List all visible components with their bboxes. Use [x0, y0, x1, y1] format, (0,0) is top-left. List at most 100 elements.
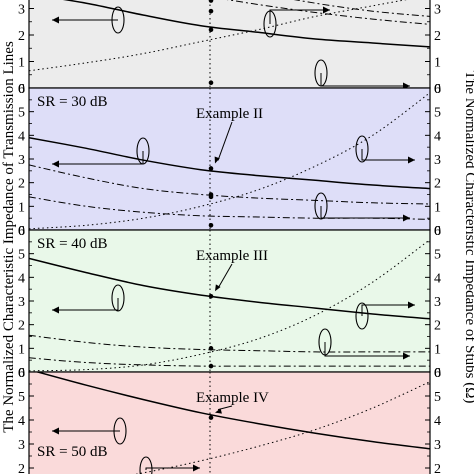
marker-ellipse: [355, 302, 369, 330]
y-tick-label-left: 6: [18, 366, 25, 381]
y-tick-label-right: 4: [434, 414, 441, 429]
example-pointer-head: [215, 284, 221, 292]
y-tick-label-right: 5: [434, 248, 441, 263]
y-tick-label-right: 2: [434, 177, 441, 192]
panel-2: 0 0 1 1 2 2 3 3 4 4 5 5 6 6 SR = 30 dB Example II: [18, 82, 441, 239]
y-tick-label-left: 4: [18, 271, 25, 286]
y-tick-label-right: 3: [434, 295, 441, 310]
marker-arrow-head: [403, 214, 410, 222]
panel-1: 0 0 1 1 2 2 3 3: [18, 0, 441, 97]
marker-arrow-line: [361, 149, 415, 161]
marker-arrow-line: [52, 151, 144, 165]
y-tick-label-left: 6: [18, 224, 25, 239]
series-dashdot-line-1: [29, 164, 430, 205]
y-tick-label-right: 1: [434, 56, 441, 71]
y-tick-label-right: 2: [434, 29, 441, 44]
panel-curves: [34, 372, 430, 474]
marker-arrow-line: [269, 9, 330, 24]
y-tick-label-left: 5: [18, 106, 25, 121]
marker-arrow-head: [52, 160, 59, 168]
sr-label: SR = 30 dB: [37, 94, 108, 110]
marker-arrow-head: [52, 306, 59, 314]
y-tick-label-left: 1: [18, 200, 25, 215]
curve-marker: [355, 135, 415, 164]
y-tick-label-left: 5: [18, 248, 25, 263]
example-label: Example III: [196, 248, 268, 264]
marker-arrow-head: [52, 16, 59, 24]
example-pointer-head: [215, 408, 222, 414]
series-dotted-line: [29, 239, 430, 372]
series-dashdot-line-2: [29, 357, 430, 367]
example-dot: [208, 0, 214, 3]
example-label: Example II: [196, 106, 263, 122]
marker-ellipse: [314, 192, 328, 220]
y-tick-label-left: 0: [18, 224, 25, 239]
y-tick-label-right: 4: [434, 129, 441, 144]
panel-background: [29, 372, 430, 474]
sr-label: SR = 40 dB: [37, 236, 108, 252]
y-tick-label-right: 3: [434, 3, 441, 18]
marker-arrow-line: [320, 206, 410, 219]
y-tick-label-right: 5: [434, 390, 441, 405]
series-solid-line: [29, 136, 430, 190]
example-dot: [208, 293, 214, 299]
curve-marker: [314, 59, 410, 88]
series-dotted-line: [29, 92, 430, 230]
series-dotted-line: [134, 381, 430, 474]
example-dot: [208, 80, 214, 85]
marker-ellipse: [355, 135, 369, 163]
marker-arrow-head: [403, 82, 410, 88]
marker-arrow-head: [323, 6, 330, 14]
y-axis-label-left: The Normalized Characteristic Impedance …: [1, 41, 17, 433]
series-solid-line: [34, 372, 430, 450]
marker-arrow-head: [408, 156, 415, 164]
marker-arrow-line: [361, 304, 415, 316]
panel-background: [29, 88, 430, 230]
marker-arrow-head: [408, 301, 415, 309]
example-dot: [208, 222, 214, 228]
y-tick-label-right: 0: [434, 366, 441, 381]
marker-ellipse: [139, 456, 153, 474]
example-pointer-line: [217, 121, 233, 161]
marker-arrow-line: [52, 298, 119, 311]
y-tick-label-right: 0: [434, 82, 441, 97]
curve-marker: [52, 6, 125, 34]
y-tick-label-left: 4: [18, 129, 25, 144]
example-dot: [208, 363, 214, 369]
y-tick-label-left: 3: [18, 438, 25, 453]
curve-marker: [52, 417, 127, 445]
example-dot: [208, 194, 214, 200]
y-tick-label-left: 2: [18, 29, 25, 44]
example-dot: [208, 8, 214, 14]
y-tick-label-left: 0: [18, 82, 25, 97]
example-dot: [208, 415, 214, 420]
series-dashdot-line-1: [29, 334, 430, 353]
y-tick-label-left: 3: [18, 295, 25, 310]
series-dashdot-line-1: [293, 0, 430, 17]
example-dot: [208, 27, 214, 32]
y-tick-label-left: 2: [18, 319, 25, 334]
panel-background: [29, 0, 430, 88]
example-pointer-head: [214, 156, 220, 164]
panel-3: 0 0 1 1 2 2 3 3 4 4 5 5 6 6 SR = 40 dB Example III: [18, 224, 441, 381]
y-tick-label-right: 6: [434, 82, 441, 97]
curve-marker: [139, 456, 200, 474]
marker-arrow-head: [403, 352, 410, 360]
marker-arrow-line: [145, 467, 200, 470]
y-tick-label-left: 2: [18, 177, 25, 192]
y-tick-label-right: 2: [434, 319, 441, 334]
y-tick-label-right: 1: [434, 200, 441, 215]
y-tick-label-right: 6: [434, 366, 441, 381]
example-label: Example IV: [196, 390, 269, 406]
y-axis-label-right: The Normalized Characteristic Impedance …: [462, 71, 474, 404]
curve-marker: [263, 6, 330, 38]
y-tick-label-left: 0: [18, 366, 25, 381]
y-tick-label-left: 4: [18, 414, 25, 429]
y-tick-label-right: 6: [434, 224, 441, 239]
curve-marker: [314, 192, 410, 222]
series-dotted-line: [29, 0, 407, 72]
marker-arrow-head: [52, 427, 59, 435]
marker-arrow-line: [320, 73, 410, 87]
